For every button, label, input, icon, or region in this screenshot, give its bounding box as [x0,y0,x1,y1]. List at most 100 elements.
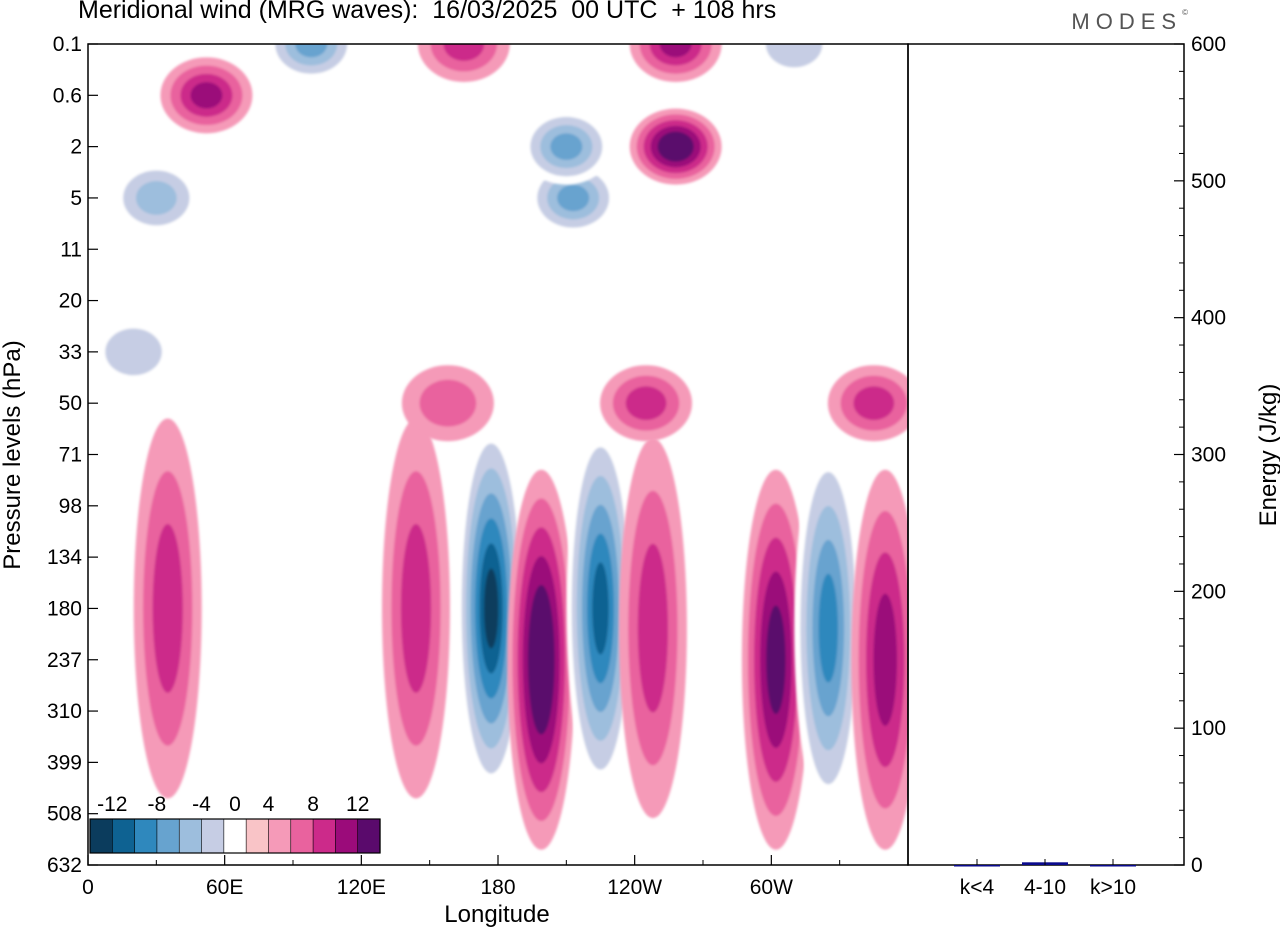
colorbar-swatch [156,818,180,854]
y-tick-label: 134 [47,546,82,569]
y-tick-label: 632 [47,854,82,877]
colorbar-swatch [112,818,136,854]
y-tick-label: 5 [70,187,82,210]
colorbar-swatch [312,818,336,854]
contour-feature [851,469,908,850]
contour-feature [133,418,202,799]
y-tick-label: 0.1 [53,33,82,56]
x-axis-title: Longitude [444,901,549,928]
colorbar-swatch [134,818,158,854]
colorbar-swatch [223,818,247,854]
colorbar-swatch [89,818,113,854]
contour-band [766,605,786,715]
y-tick-label: 20 [59,290,82,313]
energy-tick-label: 400 [1191,307,1226,330]
colorbar-label: 12 [346,793,369,816]
category-label: k>10 [1090,876,1136,899]
contour-band [664,137,687,156]
contour-band [637,543,668,713]
contour-feature [88,313,180,390]
contour-band [443,44,485,61]
contour-band [765,44,823,68]
contour-feature [618,438,687,819]
y-tick-label: 180 [47,597,82,620]
energy-axis-title: Energy (J/kg) [1255,384,1280,527]
chart-title: Meridional wind (MRG waves): 16/03/2025 … [78,0,777,24]
contour-feature [600,365,693,442]
colorbar-swatch [335,818,359,854]
contour-feature [629,108,722,185]
contour-band [592,562,609,655]
y-tick-label: 310 [47,700,82,723]
axes: 0.1 0.6 2 5 11 20 33 50 71 98 134 180 237 310 399 508 63… [47,33,1226,899]
colorbar-label: 0 [229,793,241,816]
contour-feature [457,418,526,799]
contour-band [295,44,328,58]
contour-band [818,573,838,683]
y-tick-label: 0.6 [53,84,82,107]
contour-band [659,44,692,58]
contour-band [625,386,667,421]
y-tick-label: 11 [60,238,82,261]
energy-frame [907,43,1185,866]
contour-feature [401,365,494,442]
contour-feature [827,365,908,442]
y-tick-label: 399 [47,751,82,774]
colorbar-swatch [245,818,270,854]
contour-band [400,524,432,693]
colorbar-label: 8 [307,793,319,816]
y-tick-label: 237 [47,649,82,672]
colorbar-swatch [357,818,381,854]
contour-field [88,44,908,865]
energy-tick-label: 0 [1191,854,1203,877]
colorbar-label: -8 [148,793,167,816]
colorbar-swatch [268,818,292,854]
x-tick-label: 120W [607,876,662,899]
energy-tick-label: 200 [1191,580,1226,603]
energy-tick-label: 500 [1191,170,1226,193]
x-tick-label: 60E [206,876,243,899]
y-axis-title: Pressure levels (hPa) [0,340,26,569]
contour-feature [741,469,810,850]
colorbar-label: -4 [192,793,211,816]
y-tick-label: 71 [59,444,82,467]
contour-band [550,133,583,160]
contour-feature [748,44,841,82]
category-label: k<4 [960,876,995,899]
contour-band [533,613,550,706]
colorbar-label: -12 [97,793,127,816]
colorbar-label: 4 [263,793,275,816]
y-tick-label: 50 [59,392,82,415]
contour-feature [110,159,203,236]
modes-logo: MODES© [1071,8,1188,35]
contour-band [419,379,477,427]
energy-tick-label: 600 [1191,33,1226,56]
colorbar: -12 -8 -4 0 4 8 12 [89,793,381,854]
contour-feature [520,108,613,185]
contour-feature [265,44,358,82]
energy-bar [954,865,1000,867]
x-tick-label: 180 [480,876,515,899]
energy-tick-label: 300 [1191,444,1226,467]
contour-band [105,328,162,376]
contour-band [190,82,223,109]
contour-band [483,568,499,649]
colorbar-swatch [178,818,203,854]
colorbar-swatch [290,818,314,854]
contour-feature [566,418,635,799]
contour-band [873,593,898,726]
colorbar-swatch [201,818,225,854]
colorbar-frame [89,818,381,854]
contour-feature [417,44,510,82]
category-label: 4-10 [1024,876,1066,899]
y-tick-label: 2 [70,136,82,159]
contour-band [152,524,183,693]
x-tick-label: 60W [750,876,793,899]
contour-feature [160,57,253,134]
energy-bar [1090,865,1136,867]
contour-band [853,386,895,421]
contour-feature [794,438,863,819]
y-tick-label: 508 [47,803,82,826]
x-tick-label: 120E [337,876,386,899]
contour-band [557,184,590,212]
